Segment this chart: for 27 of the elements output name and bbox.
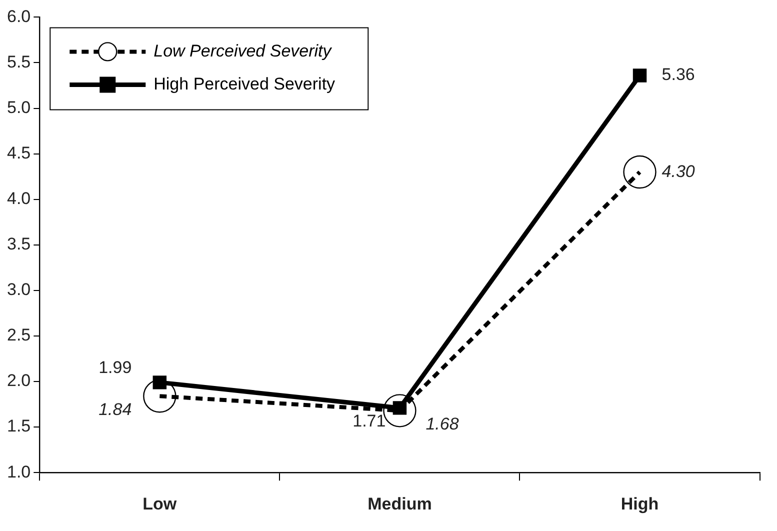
legend-label: Low Perceived Severity <box>154 41 333 60</box>
data-label: 1.68 <box>426 414 460 434</box>
data-label: 1.99 <box>98 358 132 378</box>
point <box>632 68 647 82</box>
data-label: 1.71 <box>352 412 386 431</box>
x-tick-label: Low <box>142 494 178 514</box>
x-tick-label: High <box>620 494 659 514</box>
y-tick-label: 3.0 <box>6 280 31 300</box>
y-tick-label: 2.5 <box>6 326 31 345</box>
y-tick-label: 5.0 <box>6 98 31 117</box>
x-tick-label: Medium <box>368 494 432 514</box>
y-tick-label: 6.0 <box>6 6 31 26</box>
y-tick-label: 4.0 <box>6 189 31 208</box>
y-tick-label: 4.5 <box>6 144 31 163</box>
point <box>383 394 416 428</box>
y-tick-label: 3.5 <box>6 234 31 254</box>
data-label: 1.84 <box>98 400 132 419</box>
y-tick-label: 1.5 <box>6 416 31 436</box>
legend-label: High Perceived Severity <box>154 74 336 94</box>
y-tick-label: 2.0 <box>6 371 31 390</box>
data-label: 4.30 <box>662 162 696 181</box>
point <box>152 376 167 390</box>
point <box>623 155 656 189</box>
y-tick-label: 1.0 <box>6 462 31 482</box>
data-label: 5.36 <box>662 65 695 84</box>
point <box>143 379 176 413</box>
y-tick-label: 5.5 <box>6 52 31 72</box>
